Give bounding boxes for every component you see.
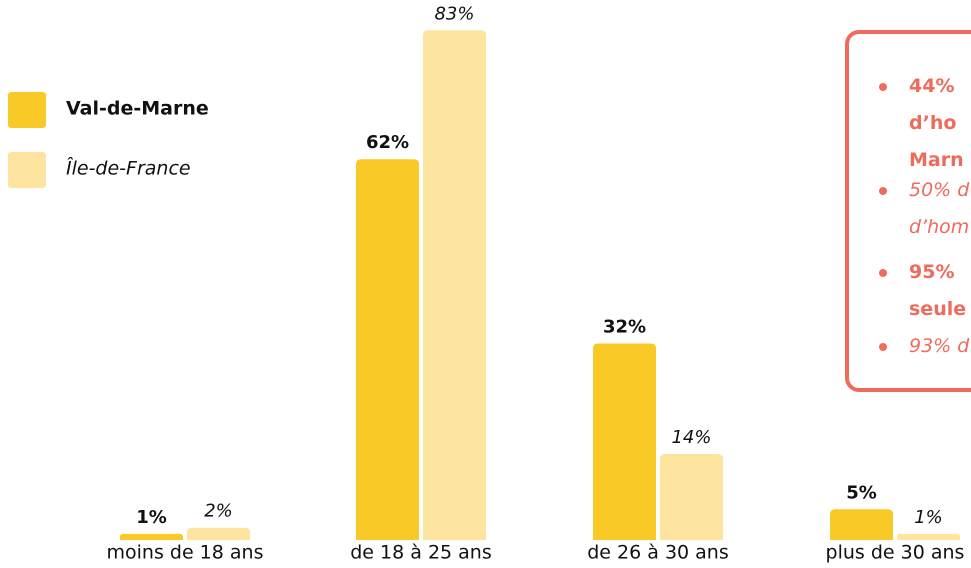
value-label: 14%	[671, 427, 711, 448]
value-label: 1%	[914, 507, 943, 528]
legend-swatch	[8, 92, 46, 128]
bar	[660, 454, 723, 540]
value-label: 83%	[434, 3, 474, 24]
bar	[120, 533, 183, 540]
bar	[897, 533, 960, 540]
legend-label: Île-de-France	[66, 157, 191, 180]
value-label: 32%	[603, 316, 646, 337]
value-label: 62%	[366, 132, 409, 153]
value-label: 2%	[204, 501, 233, 522]
bar	[187, 527, 250, 540]
bar	[423, 30, 486, 541]
x-tick-label: plus de 30 ans	[826, 542, 965, 564]
legend-swatch	[8, 152, 46, 188]
value-label: 5%	[846, 482, 877, 503]
x-tick-label: de 18 à 25 ans	[350, 542, 492, 564]
value-label: 1%	[136, 507, 167, 528]
x-tick-label: moins de 18 ans	[107, 542, 264, 564]
x-tick-label: de 26 à 30 ans	[587, 542, 729, 564]
bar	[593, 343, 656, 540]
legend-label: Val-de-Marne	[66, 98, 209, 120]
bar	[830, 509, 893, 540]
bar	[356, 159, 419, 540]
